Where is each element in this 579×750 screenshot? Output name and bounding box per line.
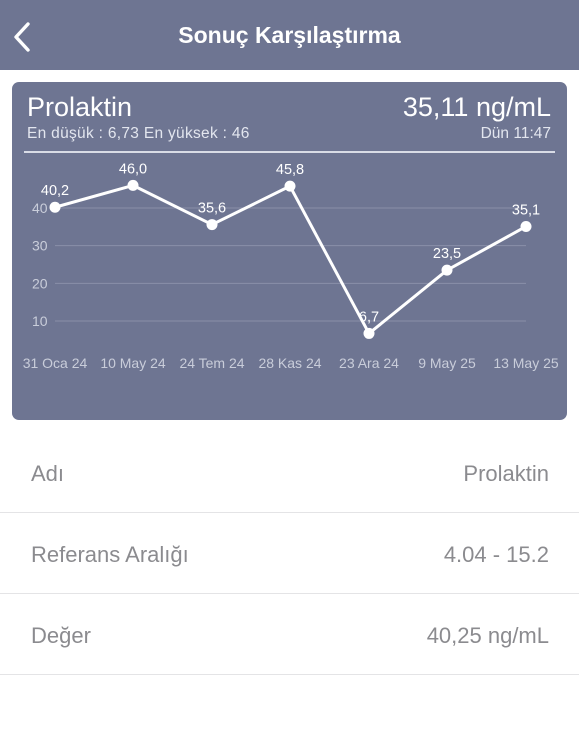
latest-value: 35,11 ng/mL bbox=[402, 92, 551, 122]
data-point bbox=[520, 220, 532, 232]
line-chart: 10 20 30 40 31 Oca 24 10 May 24 24 Tem 24 28 Ka… bbox=[23, 161, 559, 371]
y-tick-label: 10 bbox=[32, 313, 48, 329]
detail-label-name: Adı bbox=[31, 461, 65, 486]
data-label: 35,1 bbox=[512, 202, 540, 218]
min-max-text: En düşük : 6,73 En yüksek : 46 bbox=[27, 125, 250, 142]
x-tick-label: 10 May 24 bbox=[100, 355, 166, 371]
x-tick-label: 24 Tem 24 bbox=[179, 355, 244, 371]
detail-value-name: Prolaktin bbox=[463, 461, 549, 486]
x-tick-label: 9 May 25 bbox=[418, 355, 476, 371]
card-divider bbox=[24, 151, 555, 153]
data-label: 6,7 bbox=[359, 309, 379, 325]
x-tick-label: 23 Ara 24 bbox=[339, 355, 399, 371]
detail-label-value: Değer bbox=[31, 623, 91, 648]
data-label: 40,2 bbox=[41, 183, 69, 199]
data-point bbox=[127, 179, 139, 191]
y-tick-label: 20 bbox=[32, 275, 48, 291]
back-button[interactable] bbox=[6, 18, 40, 56]
chevron-left-icon bbox=[14, 22, 30, 52]
data-label: 23,5 bbox=[433, 246, 461, 262]
detail-row-reference-range: Referans Aralığı 4.04 - 15.2 bbox=[0, 513, 579, 594]
data-label: 46,0 bbox=[119, 161, 147, 177]
x-tick-label: 31 Oca 24 bbox=[23, 355, 88, 371]
result-chart-card: Prolaktin 35,11 ng/mL En düşük : 6,73 En… bbox=[12, 82, 567, 420]
navigation-bar: Sonuç Karşılaştırma bbox=[0, 0, 579, 70]
x-tick-label: 28 Kas 24 bbox=[258, 355, 321, 371]
latest-time: Dün 11:47 bbox=[480, 125, 551, 142]
x-tick-label: 13 May 25 bbox=[493, 355, 559, 371]
detail-label-reference-range: Referans Aralığı bbox=[31, 542, 189, 567]
page-title: Sonuç Karşılaştırma bbox=[178, 22, 401, 48]
data-point bbox=[284, 180, 296, 192]
data-point bbox=[49, 201, 61, 213]
y-tick-label: 30 bbox=[32, 238, 48, 254]
detail-value-reference-range: 4.04 - 15.2 bbox=[443, 542, 549, 567]
data-point bbox=[441, 264, 453, 276]
data-point bbox=[363, 327, 375, 339]
data-label: 35,6 bbox=[198, 201, 226, 217]
detail-row-name: Adı Prolaktin bbox=[0, 432, 579, 513]
detail-row-value: Değer 40,25 ng/mL bbox=[0, 594, 579, 675]
y-tick-label: 40 bbox=[32, 200, 48, 216]
analyte-name: Prolaktin bbox=[27, 92, 133, 122]
detail-value-value: 40,25 ng/mL bbox=[426, 623, 549, 648]
data-label: 45,8 bbox=[276, 162, 304, 178]
data-point bbox=[206, 219, 218, 231]
